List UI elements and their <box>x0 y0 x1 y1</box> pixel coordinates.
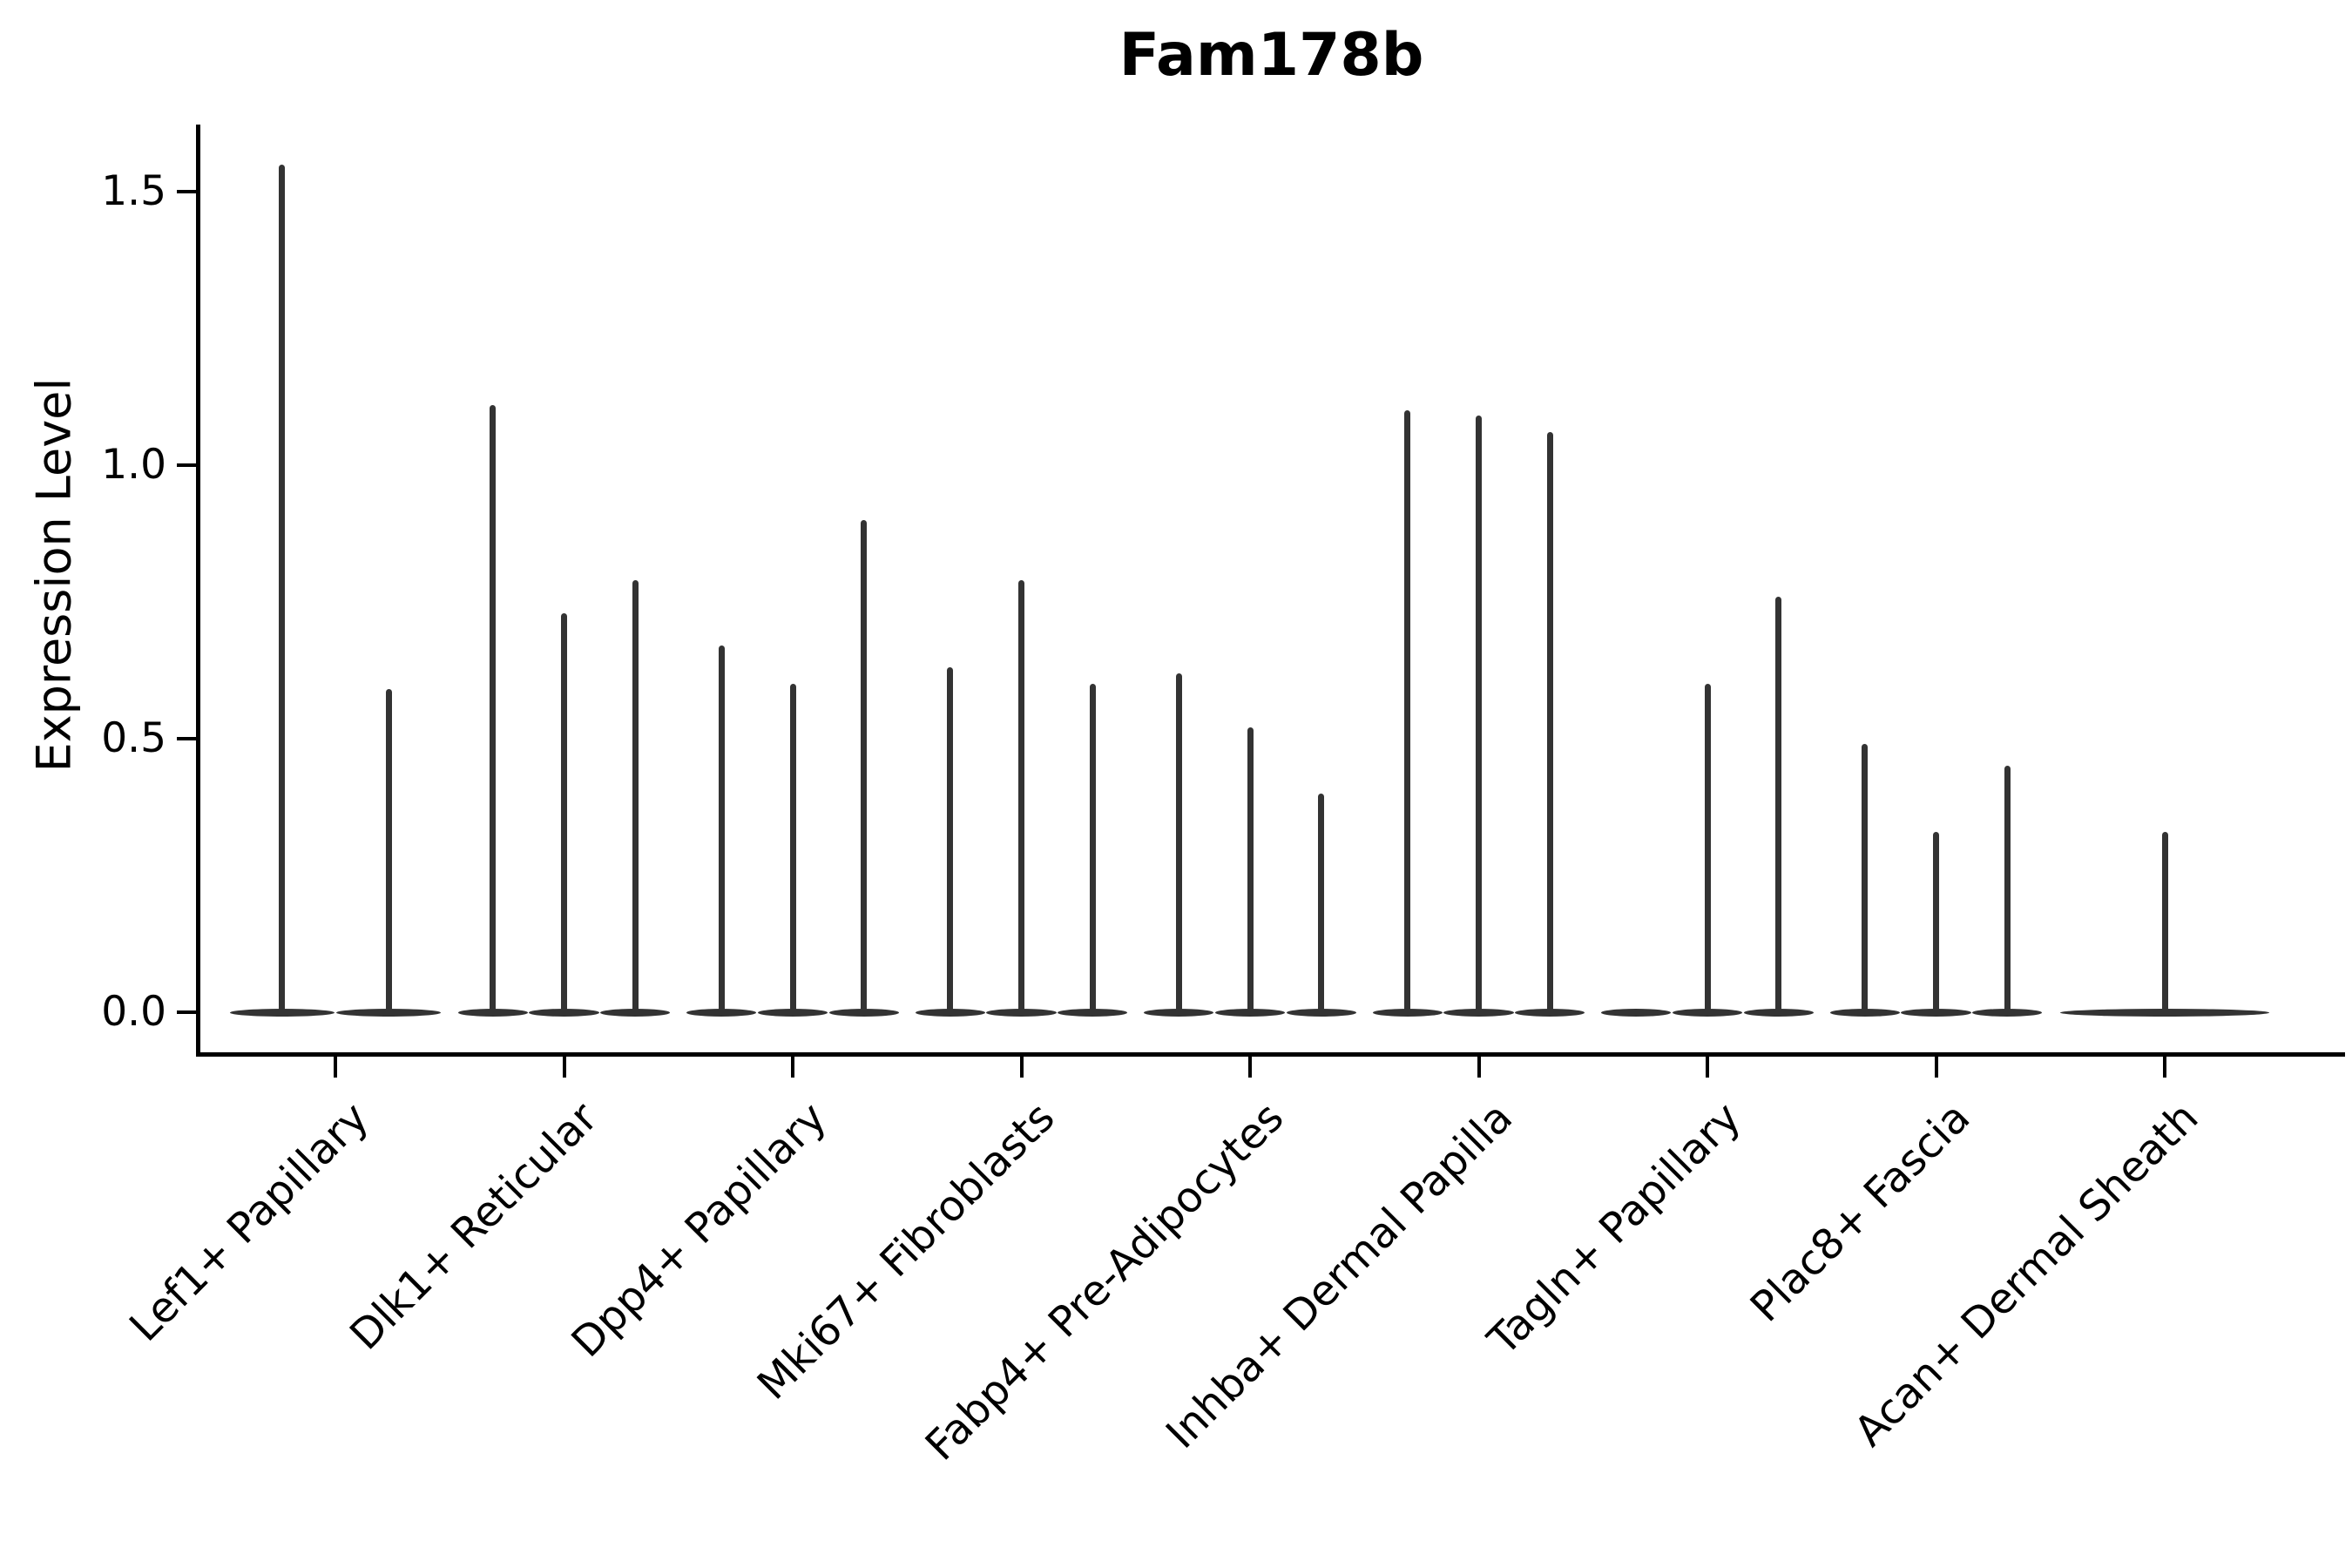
violin-spike <box>1089 684 1096 1015</box>
violin-spike <box>1247 727 1254 1015</box>
violin-spike <box>1862 744 1869 1015</box>
y-tick-label: 0.5 <box>101 714 166 762</box>
violin-spike <box>561 612 567 1015</box>
y-tick-label: 1.5 <box>101 167 166 215</box>
y-tick-label: 1.0 <box>101 441 166 489</box>
y-tick <box>177 190 196 193</box>
violin-spike <box>1704 684 1711 1015</box>
violin-spike <box>789 684 796 1015</box>
y-tick <box>177 463 196 467</box>
x-tick <box>334 1057 337 1078</box>
violin-spike <box>1318 793 1325 1015</box>
x-tick <box>1706 1057 1709 1078</box>
violin-spike <box>1546 432 1553 1015</box>
x-tick-label: Lef1+ Papillary <box>120 1092 379 1351</box>
violin-spike <box>632 579 639 1015</box>
y-axis-spine <box>196 125 200 1057</box>
violin-spike <box>1018 579 1024 1015</box>
violin-spike <box>861 519 868 1015</box>
y-axis-label-text: Expression Level <box>26 377 82 773</box>
violin-spike <box>1175 672 1182 1015</box>
x-tick-label: Tagln+ Papillary <box>1478 1092 1751 1365</box>
x-axis-spine <box>196 1052 2345 1057</box>
x-tick <box>2163 1057 2166 1078</box>
violin-spike <box>947 667 954 1015</box>
violin-base <box>1601 1008 1672 1017</box>
violin-spike <box>385 689 392 1015</box>
x-tick <box>562 1057 566 1078</box>
x-tick <box>1248 1057 1252 1078</box>
chart-title: Fam178b <box>1119 21 1424 90</box>
violin-spike <box>490 404 497 1015</box>
x-tick-label: Dpp4+ Papillary <box>562 1092 836 1367</box>
violin-spike <box>279 164 286 1015</box>
violin-spike <box>718 645 725 1015</box>
y-tick-label: 0.0 <box>101 988 166 1036</box>
violin-spike <box>1933 831 1939 1015</box>
x-tick <box>1477 1057 1481 1078</box>
violin-spike <box>1775 596 1782 1015</box>
x-tick <box>1019 1057 1024 1078</box>
violin-spike <box>2004 766 2011 1015</box>
x-tick-label: Dlk1+ Reticular <box>341 1092 607 1360</box>
x-tick <box>791 1057 794 1078</box>
violin-spike <box>1476 416 1482 1015</box>
x-tick <box>1934 1057 1938 1078</box>
y-tick <box>177 1010 196 1014</box>
violin-spike <box>2161 831 2168 1015</box>
violin-spike <box>1404 410 1411 1015</box>
y-tick <box>177 737 196 740</box>
x-tick-label: Plac8+ Fascia <box>1740 1092 1979 1332</box>
